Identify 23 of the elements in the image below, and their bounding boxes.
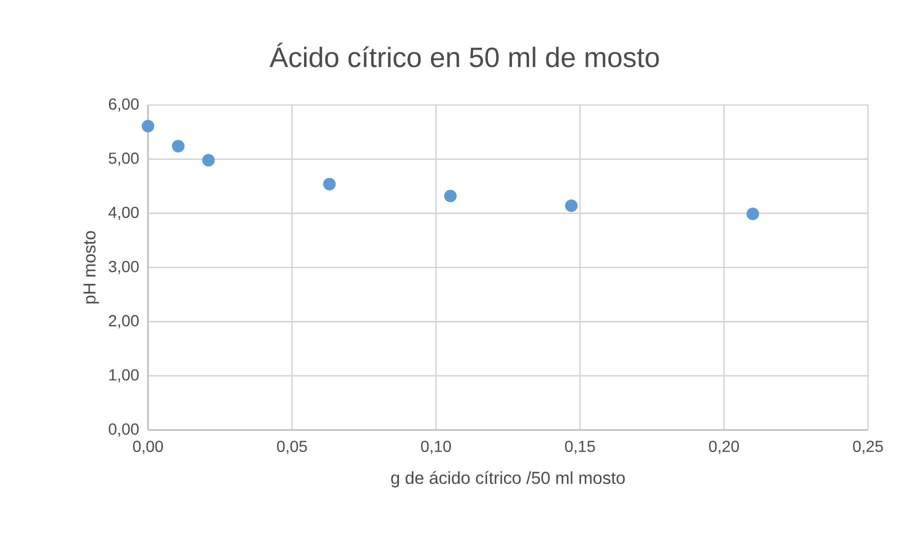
point: [565, 199, 578, 212]
point: [746, 208, 760, 220]
x-tick-label: 0,15: [565, 440, 595, 454]
point: [323, 178, 336, 190]
x-tick-label: 0,20: [709, 440, 739, 454]
y-tick-label: 5,00: [108, 152, 139, 166]
y-tick-label: 3,00: [108, 260, 139, 274]
y-tick-label: 6,00: [108, 98, 139, 112]
y-axis-title: pH mosto: [83, 231, 99, 304]
x-axis-title: g de ácido cítrico /50 ml mosto: [391, 471, 625, 488]
y-tick-label: 0,00: [108, 423, 139, 437]
point: [142, 120, 154, 132]
chart-title: Ácido cítrico en 50 ml de mosto: [270, 42, 659, 68]
y-tick-label: 4,00: [108, 206, 139, 220]
point: [172, 140, 185, 152]
y-tick-label: 1,00: [109, 369, 139, 382]
x-tick-label: 0,05: [277, 440, 307, 454]
x-tick-label: 0,00: [133, 440, 163, 454]
point: [444, 190, 457, 202]
x-tick-label: 0,10: [421, 440, 451, 454]
x-tick-label: 0,25: [853, 440, 883, 454]
point: [202, 154, 215, 167]
y-tick-label: 2,00: [108, 315, 139, 328]
